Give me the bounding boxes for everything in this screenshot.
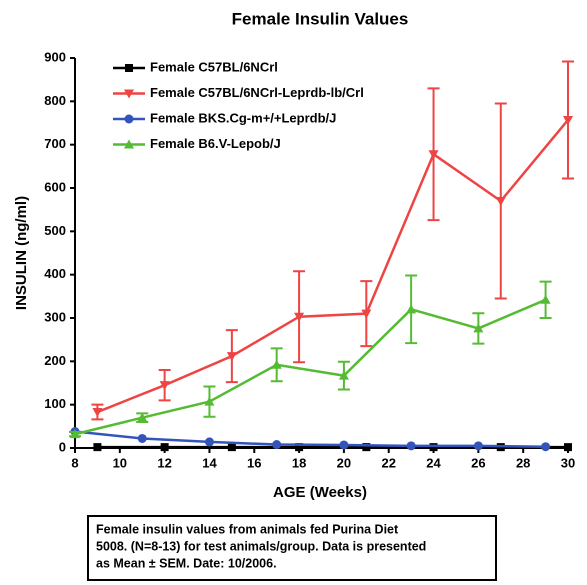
marker [362,443,371,452]
marker [226,352,237,362]
legend-label: Female C57BL/6NCrl-Leprdb-lb/Crl [150,85,364,100]
marker [564,443,572,452]
legend-label: Female BKS.Cg-m+/+Leprdb/J [150,110,336,125]
x-tick-label: 12 [157,455,171,470]
marker [204,437,214,447]
marker [124,139,134,149]
y-tick-label: 800 [44,93,66,108]
x-tick-label: 14 [202,455,217,470]
marker [473,441,483,451]
y-axis-label: INSULIN (ng/ml) [13,196,30,310]
x-tick-label: 24 [426,455,441,470]
marker [272,440,282,450]
series-line [74,298,547,436]
series-line [96,119,569,414]
caption-line: 5008. (N=8-13) for test animals/group. D… [96,539,426,553]
marker [339,440,349,450]
y-tick-label: 100 [44,396,66,411]
x-tick-label: 20 [337,455,351,470]
y-tick-label: 500 [44,223,66,238]
marker [294,312,305,322]
x-tick-label: 30 [561,455,575,470]
x-tick-label: 22 [381,455,395,470]
y-tick-label: 700 [44,136,66,151]
marker [137,412,148,422]
marker [124,114,134,124]
marker [124,89,134,99]
marker [227,443,236,452]
marker [92,408,103,418]
marker [295,443,304,452]
x-axis-label: AGE (Weeks) [273,484,367,501]
y-tick-label: 400 [44,266,66,281]
marker [429,443,438,452]
marker [338,370,349,380]
marker [160,443,169,452]
caption-line: Female insulin values from animals fed P… [96,522,399,536]
marker [540,294,551,304]
marker [93,443,102,452]
marker [563,115,573,125]
x-tick-label: 10 [113,455,127,470]
x-tick-label: 28 [516,455,530,470]
series-line [74,430,546,448]
legend-label: Female B6.V-Lepob/J [150,136,281,151]
marker [473,323,484,333]
y-tick-label: 200 [44,353,66,368]
marker [361,309,372,319]
x-tick-label: 16 [247,455,261,470]
y-tick-label: 300 [44,309,66,324]
chart-title: Female Insulin Values [232,9,409,28]
marker [125,64,133,72]
marker [204,396,215,406]
marker [495,197,506,206]
marker [70,429,80,439]
y-tick-label: 900 [44,49,66,64]
y-tick-label: 0 [59,439,66,454]
x-tick-label: 8 [71,455,78,470]
y-tick-label: 600 [44,179,66,194]
marker [406,441,416,451]
x-tick-label: 18 [292,455,306,470]
marker [137,433,147,443]
marker [159,381,170,391]
marker [406,304,417,314]
caption-line: as Mean ± SEM. Date: 10/2006. [96,556,277,570]
caption-box [87,515,497,581]
legend-label: Female C57BL/6NCrl [150,59,278,74]
marker [271,359,282,369]
x-tick-label: 26 [471,455,485,470]
marker [541,442,551,452]
marker [428,150,439,160]
